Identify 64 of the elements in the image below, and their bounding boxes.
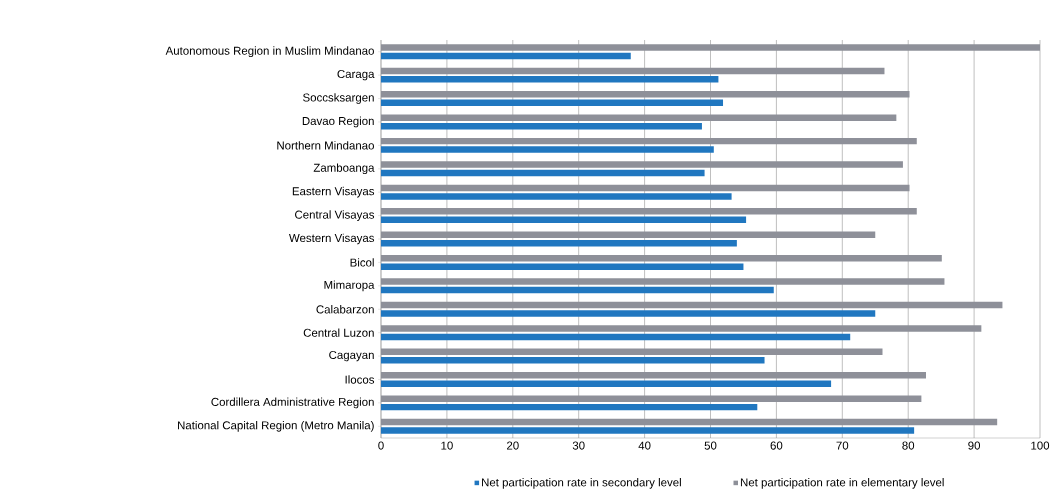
y-tick-label: Autonomous Region in Muslim Mindanao xyxy=(165,46,374,58)
bar xyxy=(381,184,910,192)
bar xyxy=(381,169,705,177)
bar xyxy=(381,44,1040,51)
x-tick-label: 70 xyxy=(836,441,849,450)
x-tick-label: 10 xyxy=(441,441,453,450)
bar xyxy=(381,193,732,200)
legend-label: Net participation rate in secondary level xyxy=(482,478,681,489)
bar xyxy=(381,427,915,434)
bar xyxy=(381,286,774,294)
y-tick-label: Northern Mindanao xyxy=(277,141,374,150)
legend-label: Net participation rate in elementary level xyxy=(740,478,944,489)
y-tick-label: Western Visayas xyxy=(288,233,375,245)
y-tick-label: Davao Region xyxy=(302,116,374,128)
x-tick-label: 40 xyxy=(638,441,651,450)
bar xyxy=(381,91,910,98)
bar xyxy=(381,310,876,317)
bar xyxy=(381,240,737,247)
y-tick-label: Mimaropa xyxy=(324,280,375,292)
bar xyxy=(381,254,942,262)
bar xyxy=(381,263,744,270)
bar xyxy=(381,122,702,130)
bar xyxy=(381,301,1003,309)
bar xyxy=(381,278,945,285)
y-tick-label: Eastern Visayas xyxy=(292,186,375,198)
x-tick-label: 20 xyxy=(507,441,519,450)
x-tick-label: 50 xyxy=(704,441,717,450)
y-tick-label: Calabarzon xyxy=(316,305,374,314)
bar xyxy=(381,380,832,387)
x-tick-label: 100 xyxy=(1031,441,1050,450)
bar xyxy=(381,76,719,83)
bar xyxy=(381,216,747,224)
bar xyxy=(381,357,765,364)
y-tick-label: Soccsksargen xyxy=(303,93,374,104)
bar xyxy=(381,403,758,411)
bar xyxy=(381,231,876,239)
bar xyxy=(381,52,631,60)
bar xyxy=(381,418,998,426)
x-tick-label: 60 xyxy=(770,441,783,450)
bar xyxy=(381,161,903,168)
bar xyxy=(381,395,922,402)
bar xyxy=(381,99,724,106)
x-tick-label: 80 xyxy=(902,441,915,450)
bar xyxy=(381,208,917,215)
bar xyxy=(381,348,883,356)
x-tick-label: 30 xyxy=(572,441,585,450)
y-tick-label: Central Visayas xyxy=(295,210,375,221)
y-tick-label: Ilocos xyxy=(345,375,375,384)
y-tick-label: Caraga xyxy=(337,69,375,81)
bar xyxy=(381,114,897,121)
x-tick-label: 0 xyxy=(378,441,384,450)
bar xyxy=(381,146,714,153)
bar xyxy=(381,325,982,332)
y-tick-label: Cordillera Administrative Region xyxy=(211,397,374,409)
bar xyxy=(381,67,885,75)
y-tick-label: Bicol xyxy=(350,258,374,267)
y-tick-label: National Capital Region (Metro Manila) xyxy=(178,420,374,432)
y-tick-label: Cagayan xyxy=(329,350,374,362)
y-tick-label: Central Luzon xyxy=(303,328,374,337)
y-tick-label: Zamboanga xyxy=(313,163,375,175)
bar xyxy=(381,372,926,379)
x-tick-label: 90 xyxy=(968,441,981,450)
bar xyxy=(381,333,851,341)
bar xyxy=(381,137,917,145)
